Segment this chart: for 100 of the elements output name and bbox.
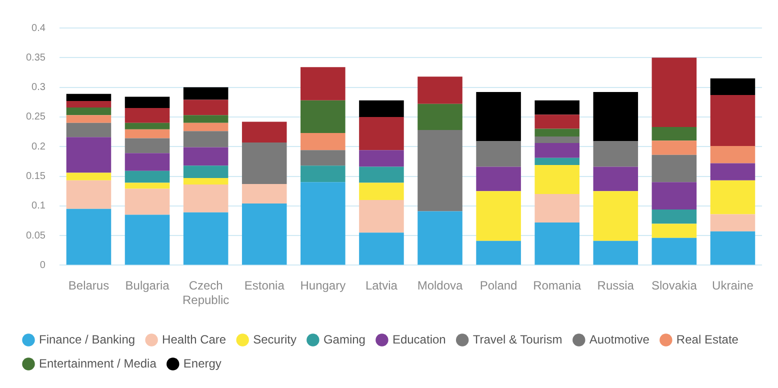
bar: [300, 132, 346, 150]
bar: [652, 182, 697, 210]
x-tick-label: Ukraine: [712, 278, 754, 293]
bar: [652, 224, 697, 238]
bar: [476, 240, 521, 265]
bar: [124, 108, 170, 123]
bar: [710, 146, 756, 164]
legend-label: Energy: [183, 356, 222, 370]
bar: [66, 180, 112, 209]
bar: [242, 142, 287, 184]
bar: [66, 107, 112, 116]
bar: [418, 211, 462, 265]
bar: [418, 130, 462, 212]
bar: [710, 163, 756, 180]
bar: [183, 100, 228, 116]
legend-label: Real Estate: [676, 332, 739, 346]
x-tick-label: Moldova: [417, 278, 464, 293]
y-tick-label: 0: [40, 260, 46, 271]
bar: [593, 240, 638, 265]
bar: [476, 191, 521, 241]
bar: [359, 232, 404, 265]
bar: [66, 94, 112, 101]
bar: [300, 150, 346, 166]
bar: [652, 58, 697, 128]
bar: [593, 166, 638, 192]
bar: [534, 143, 580, 158]
x-tick-label: Romania: [533, 278, 582, 293]
legend-label: Education: [392, 332, 446, 346]
bar: [534, 100, 580, 115]
bar: [66, 208, 112, 265]
bar: [300, 67, 346, 100]
x-tick-label: Poland: [480, 278, 518, 293]
y-tick-label: 0.25: [26, 112, 46, 123]
bar: [66, 122, 112, 138]
bar: [359, 150, 404, 167]
bar: [534, 164, 580, 194]
y-tick-label: 0.4: [32, 22, 46, 34]
legend-label: Gaming: [323, 332, 366, 346]
bar: [183, 178, 228, 185]
bar: [534, 194, 580, 223]
bar: [124, 138, 170, 154]
bar: [300, 100, 346, 133]
bar: [534, 222, 580, 265]
bar: [359, 182, 404, 200]
bar: [710, 78, 756, 96]
bar: [593, 92, 638, 142]
bar: [652, 154, 697, 182]
bar: [359, 166, 404, 183]
x-tick-label: Belarus: [68, 278, 110, 293]
bar: [66, 172, 112, 180]
bar: [652, 140, 697, 155]
bar: [124, 129, 170, 138]
bar: [652, 209, 697, 224]
bar: [183, 147, 228, 166]
bar: [476, 92, 521, 142]
bar: [183, 131, 228, 148]
bar: [534, 136, 580, 144]
bar: [710, 180, 756, 214]
legend-label: Entertainment / Media: [39, 356, 157, 370]
bar: [418, 76, 462, 104]
bar: [359, 116, 404, 150]
bar: [124, 214, 170, 265]
y-tick-label: 0.1: [32, 200, 46, 212]
bar: [359, 200, 404, 233]
bar: [652, 238, 697, 265]
bar: [124, 182, 170, 189]
bar: [476, 166, 521, 192]
y-tick-label: 0.2: [32, 141, 46, 152]
bar: [66, 115, 112, 123]
bar: [124, 122, 170, 130]
bar: [710, 95, 756, 146]
bar: [534, 114, 580, 129]
bar: [593, 191, 638, 241]
bar: [124, 96, 170, 108]
y-tick-label: 0.05: [26, 230, 46, 242]
bar: [183, 166, 228, 178]
bar: [593, 141, 638, 167]
x-tick-label: Czech Republic: [182, 278, 230, 308]
bar: [534, 128, 580, 137]
legend-label: Health Care: [162, 332, 226, 346]
x-tick-label: Bulgaria: [125, 278, 170, 293]
y-tick-label: 0.15: [26, 171, 46, 182]
bar: [183, 87, 228, 100]
bar: [242, 204, 287, 265]
y-tick-label: 0.3: [32, 82, 46, 94]
bar: [183, 184, 228, 212]
bar: [183, 115, 228, 123]
bar: [183, 122, 228, 132]
bar: [300, 166, 346, 182]
legend-label: Travel & Tourism: [472, 332, 562, 346]
bar: [124, 153, 170, 171]
legend-label: Auotmotive: [589, 332, 650, 346]
legend-label: Finance / Banking: [39, 332, 136, 346]
legend-label: Security: [253, 332, 296, 346]
x-tick-label: Estonia: [244, 278, 285, 293]
bar: [183, 212, 228, 265]
x-tick-label: Russia: [597, 278, 634, 293]
bar: [652, 127, 697, 141]
bar: [124, 188, 170, 215]
bar: [300, 182, 346, 265]
